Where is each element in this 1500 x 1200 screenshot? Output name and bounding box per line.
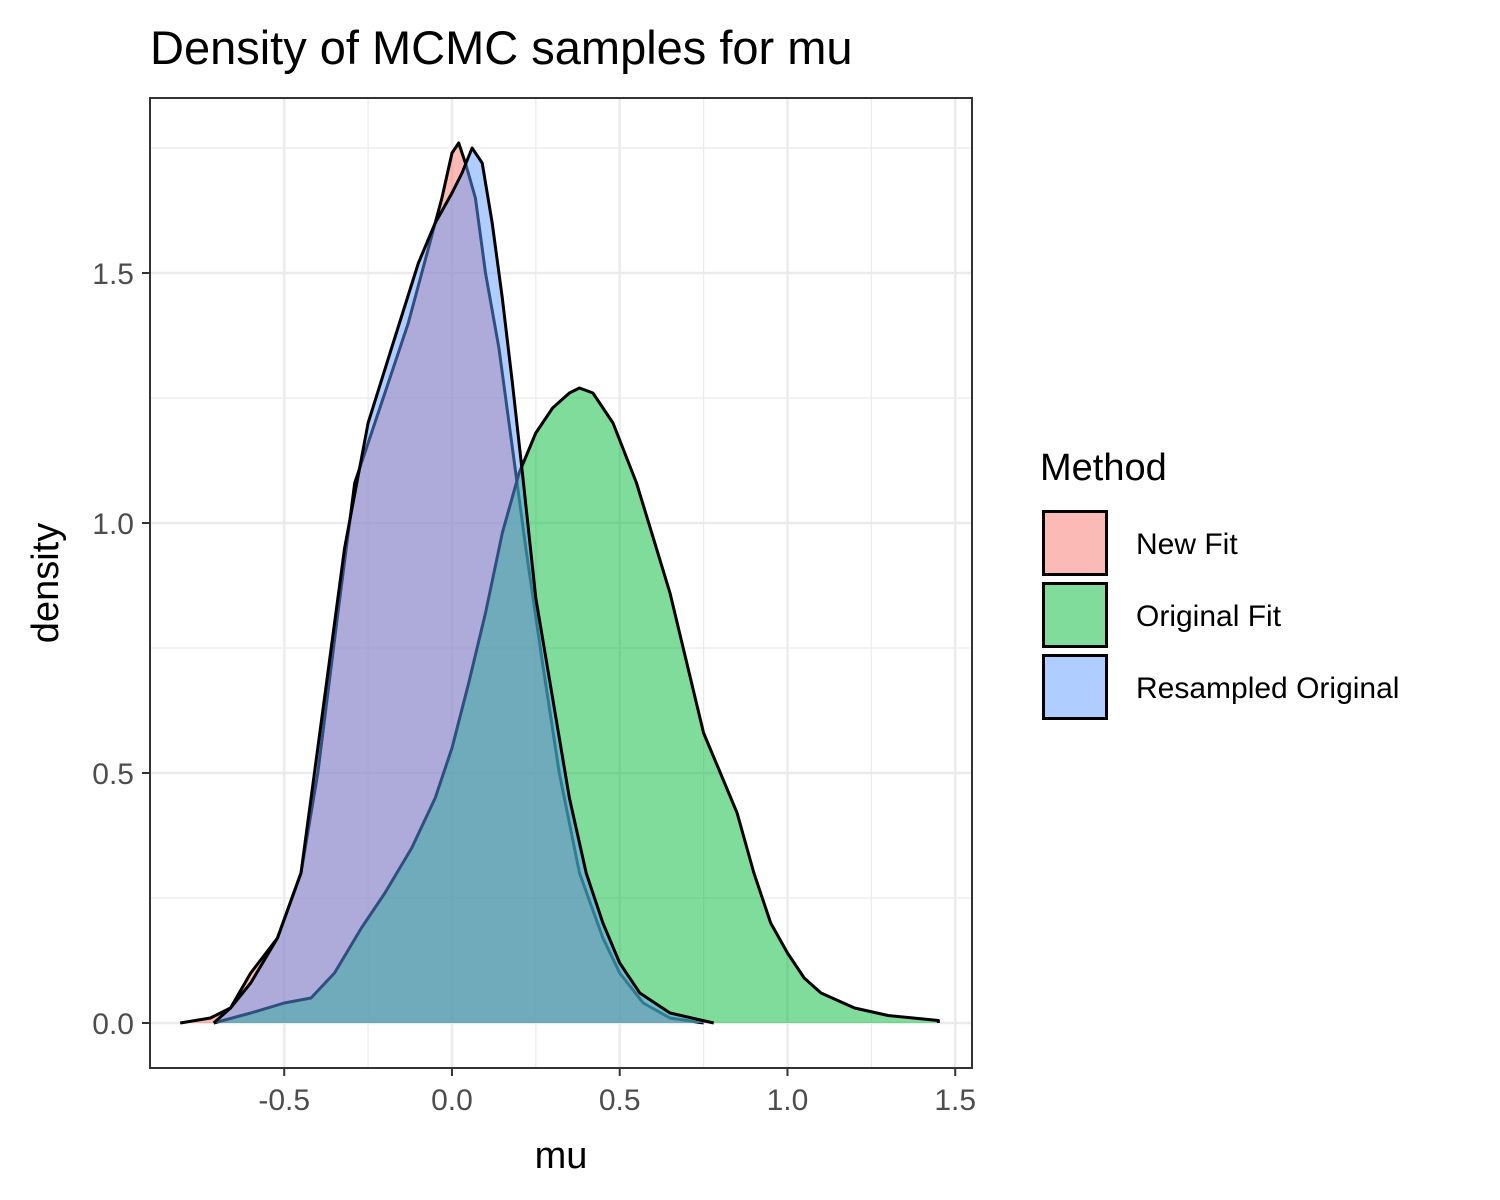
x-tick-label: 1.5	[934, 1084, 976, 1117]
x-tick-label: 0.0	[431, 1084, 473, 1117]
y-tick-label: 1.0	[92, 508, 134, 541]
legend-label: Resampled Original	[1136, 672, 1399, 705]
x-tick-label: 1.0	[767, 1084, 809, 1117]
plot-border	[149, 97, 973, 1069]
x-tick-label: -0.5	[258, 1084, 310, 1117]
density-area-resampled-original	[212, 146, 715, 1025]
legend-swatch	[1042, 654, 1108, 720]
legend-swatch	[1042, 510, 1108, 576]
y-tick-label: 0.0	[92, 1008, 134, 1041]
legend-swatch	[1042, 582, 1108, 648]
legend-title: Method	[1040, 447, 1167, 489]
legend-item-new-fit: New Fit	[1042, 510, 1238, 576]
x-tick-label: 0.5	[599, 1084, 641, 1117]
legend-item-resampled-original: Resampled Original	[1042, 654, 1399, 720]
y-axis-ticks: 0.0 0.5 1.0 1.5	[92, 258, 150, 1041]
x-axis-ticks: -0.5 0.0 0.5 1.0 1.5	[258, 1068, 976, 1117]
density-areas	[179, 141, 940, 1025]
y-axis-title: density	[25, 523, 67, 643]
legend-item-original-fit: Original Fit	[1042, 582, 1282, 648]
legend-label: New Fit	[1136, 528, 1238, 561]
legend-label: Original Fit	[1136, 600, 1282, 633]
legend: Method New Fit Original Fit Resampled Orig…	[1040, 447, 1399, 720]
y-tick-label: 1.5	[92, 258, 134, 291]
chart-title: Density of MCMC samples for mu	[150, 21, 853, 74]
x-axis-title: mu	[535, 1135, 588, 1177]
y-tick-label: 0.5	[92, 758, 134, 791]
